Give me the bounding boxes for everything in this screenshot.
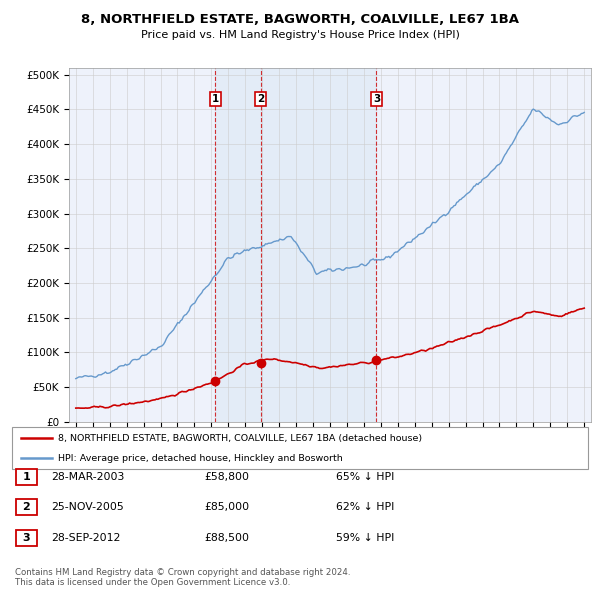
FancyBboxPatch shape [16,530,37,546]
Text: 3: 3 [373,94,380,104]
Text: £88,500: £88,500 [204,533,249,543]
Text: 8, NORTHFIELD ESTATE, BAGWORTH, COALVILLE, LE67 1BA: 8, NORTHFIELD ESTATE, BAGWORTH, COALVILL… [81,13,519,26]
Text: 3: 3 [23,533,30,543]
Text: 59% ↓ HPI: 59% ↓ HPI [336,533,394,543]
Text: 1: 1 [23,472,30,481]
Text: 2: 2 [257,94,264,104]
Bar [215,68,260,422]
FancyBboxPatch shape [16,499,37,516]
Text: 62% ↓ HPI: 62% ↓ HPI [336,503,394,512]
Text: 2: 2 [23,503,30,512]
Text: £58,800: £58,800 [204,472,249,481]
Text: 28-SEP-2012: 28-SEP-2012 [51,533,121,543]
Text: Price paid vs. HM Land Registry's House Price Index (HPI): Price paid vs. HM Land Registry's House … [140,30,460,40]
Text: £85,000: £85,000 [204,503,249,512]
Text: 25-NOV-2005: 25-NOV-2005 [51,503,124,512]
Text: 8, NORTHFIELD ESTATE, BAGWORTH, COALVILLE, LE67 1BA (detached house): 8, NORTHFIELD ESTATE, BAGWORTH, COALVILL… [58,434,422,442]
FancyBboxPatch shape [16,468,37,485]
Text: 1: 1 [212,94,219,104]
Text: HPI: Average price, detached house, Hinckley and Bosworth: HPI: Average price, detached house, Hinc… [58,454,343,463]
Text: Contains HM Land Registry data © Crown copyright and database right 2024.
This d: Contains HM Land Registry data © Crown c… [15,568,350,587]
FancyBboxPatch shape [12,427,588,469]
Bar [260,68,376,422]
Text: 28-MAR-2003: 28-MAR-2003 [51,472,124,481]
Text: 65% ↓ HPI: 65% ↓ HPI [336,472,394,481]
